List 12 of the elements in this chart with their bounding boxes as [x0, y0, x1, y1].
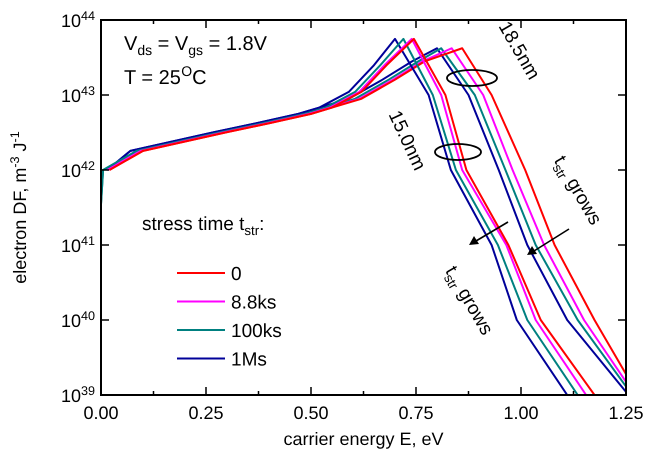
x-tick-label: 0.00 — [83, 403, 119, 423]
legend-label: 100ks — [231, 321, 282, 342]
x-tick-label: 1.25 — [608, 403, 644, 423]
x-axis-title: carrier energy E, eV — [283, 429, 444, 449]
x-tick-label: 0.50 — [293, 403, 329, 423]
legend-label: 8.8ks — [231, 292, 276, 314]
legend-label: 1Ms — [231, 350, 267, 370]
x-tick-label: 1.00 — [503, 403, 539, 423]
x-tick-label: 0.75 — [398, 403, 434, 423]
x-tick-label: 0.25 — [188, 403, 224, 423]
y-axis-title: electron DF, m-3 J-1 — [8, 131, 30, 284]
legend-label: 0 — [231, 264, 242, 285]
